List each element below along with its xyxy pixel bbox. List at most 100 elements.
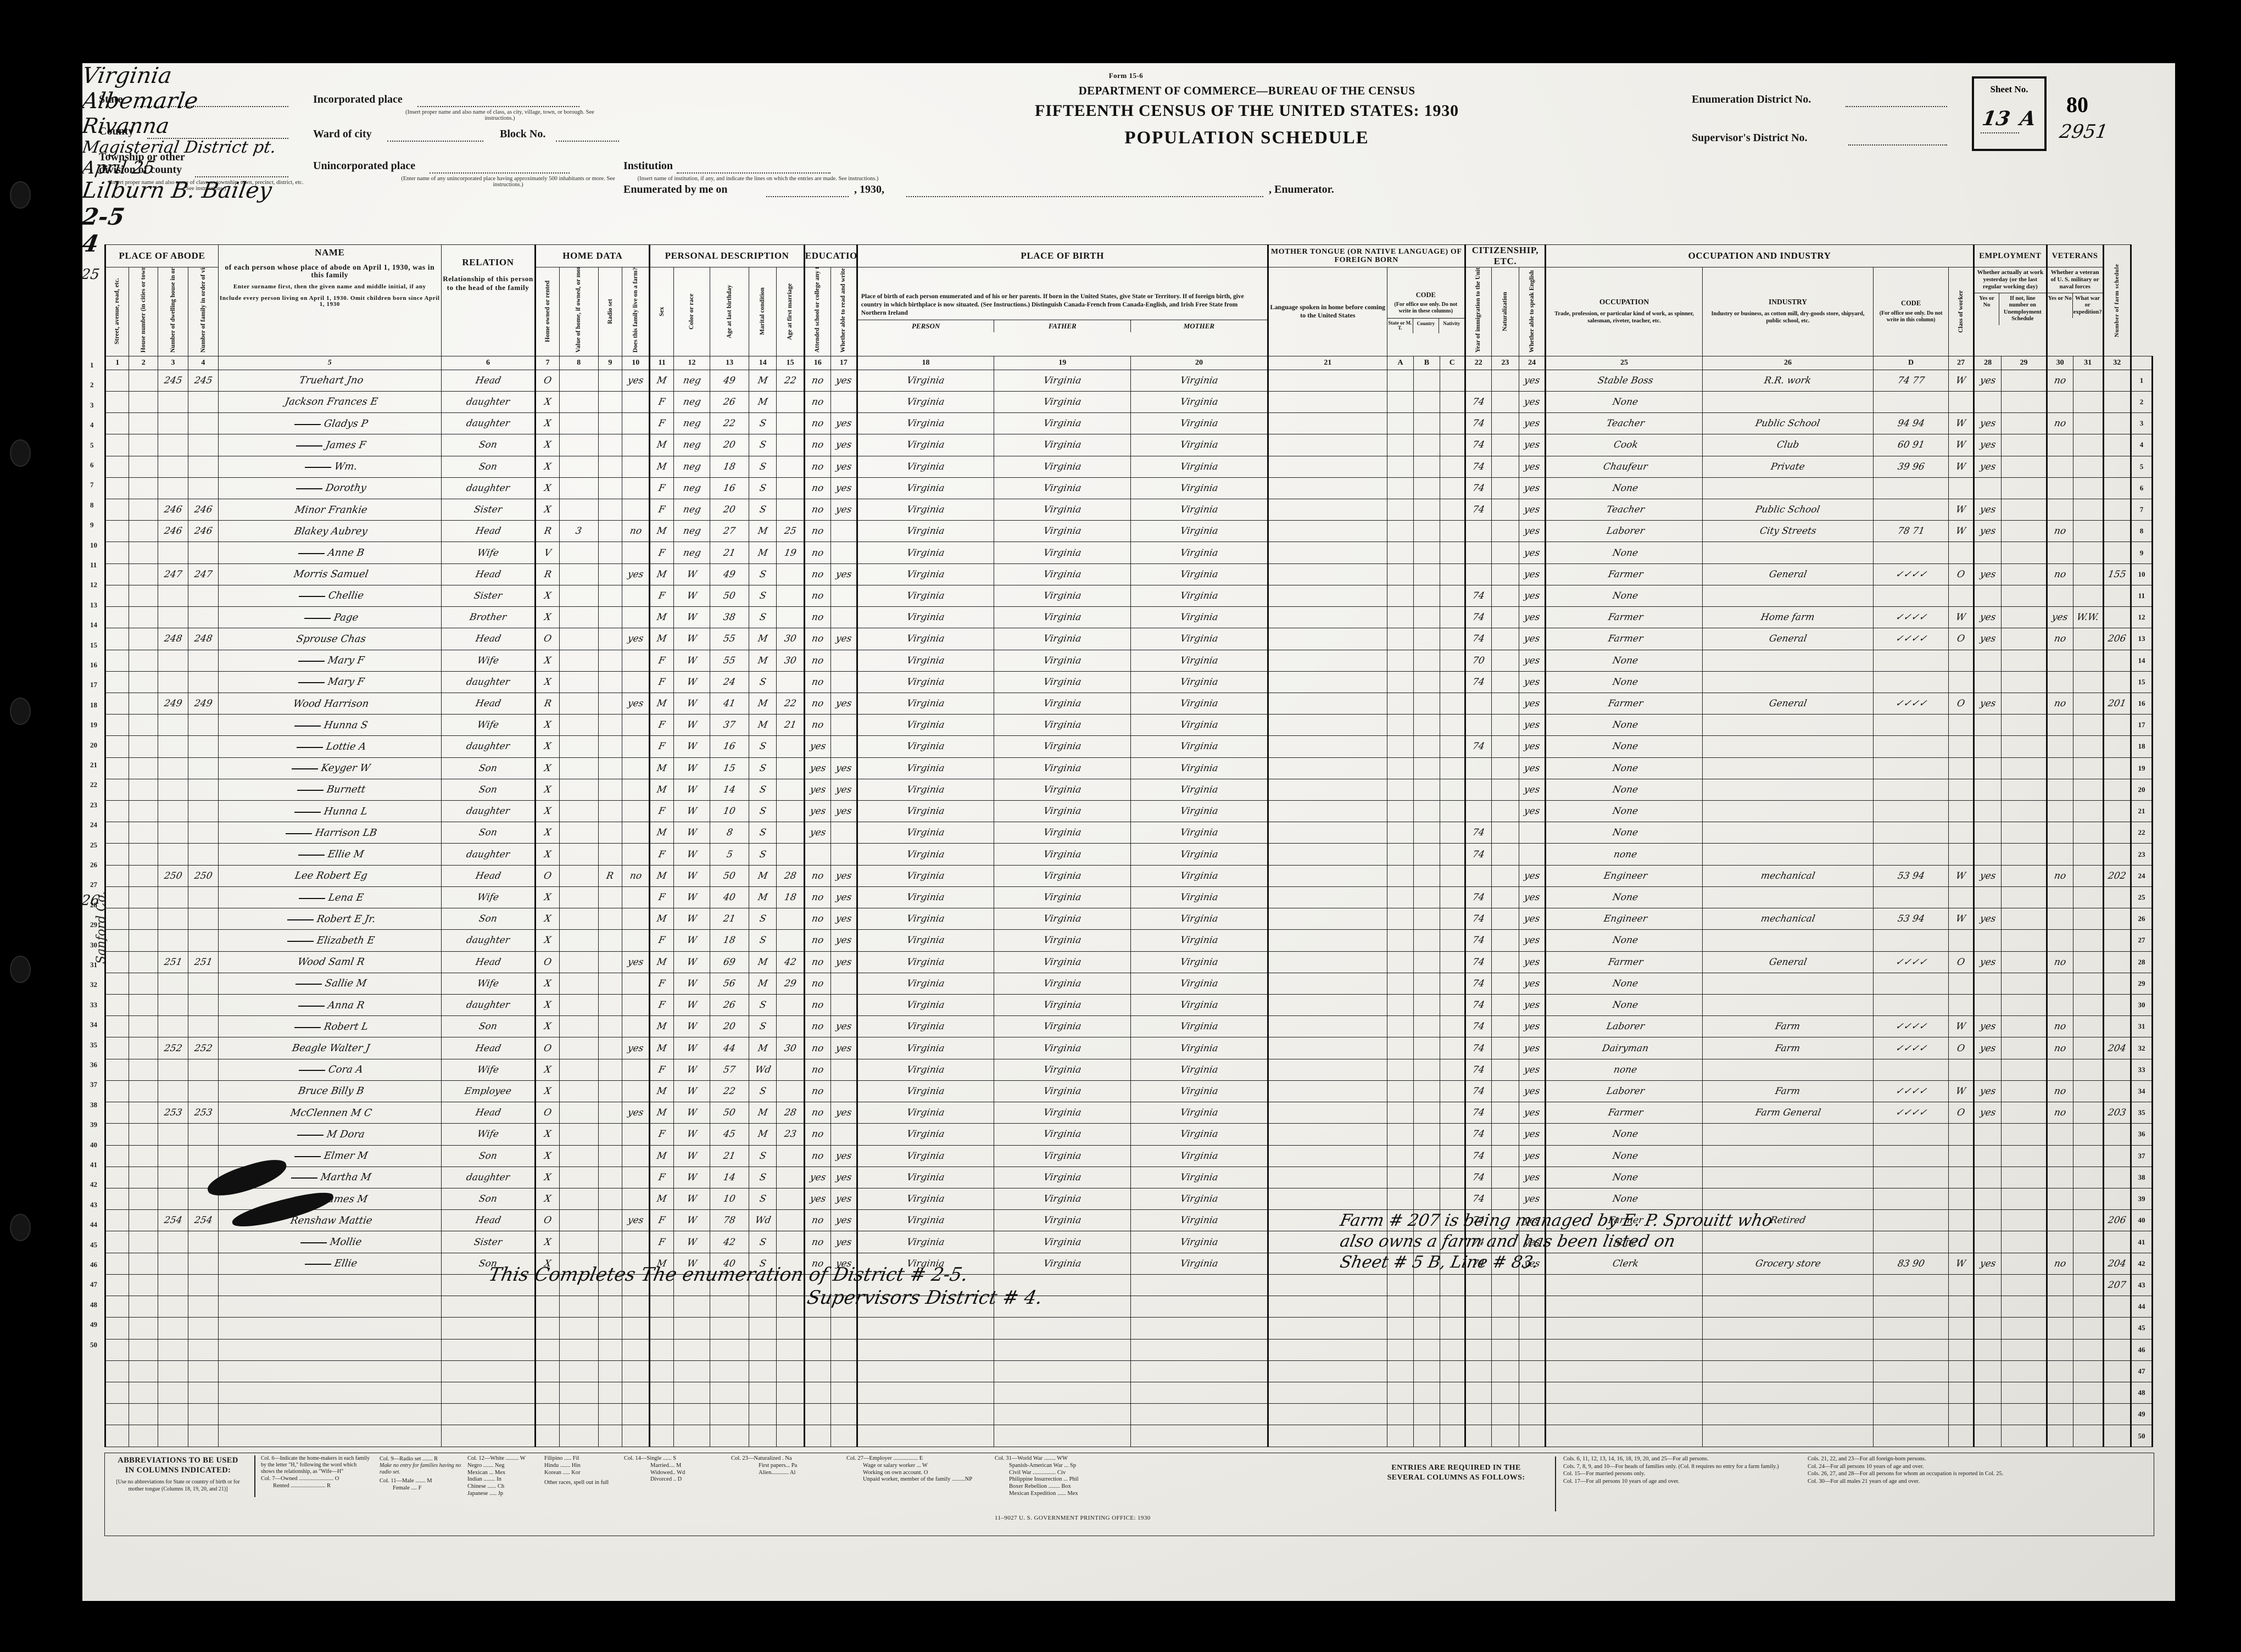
cell-mother-tongue <box>1267 369 1387 392</box>
left-line-number: 3 <box>90 400 94 409</box>
table-row[interactable]: Mary F Wife X F W 55 M 30 no Virginia Virginia Virg… <box>104 649 2154 672</box>
cell-unemployment-line <box>2001 778 2047 801</box>
cell-age: 21 <box>710 1145 750 1167</box>
cell-industry <box>1702 714 1874 736</box>
cell-street <box>104 628 130 650</box>
sheet-rule <box>1981 132 2019 133</box>
cell-farm-schedule <box>2102 1080 2131 1103</box>
cell-employed: yes <box>1972 864 2002 887</box>
cell-mother-tongue <box>1267 1080 1387 1103</box>
cell-age: 16 <box>710 477 750 499</box>
cell-code-country <box>1413 584 1440 607</box>
cell-lives-on-farm <box>622 1403 650 1426</box>
table-row[interactable]: M Dora Wife X F W 45 M 23 no Virginia Virginia Virg… <box>104 1123 2154 1146</box>
cell-marital: M <box>749 628 777 650</box>
enumerated-date-rule <box>766 196 849 197</box>
cell-house-number <box>129 929 159 952</box>
cell-sex: F <box>649 843 674 866</box>
table-row[interactable]: 50 <box>104 1425 2154 1447</box>
cell-name: Cora A <box>218 1058 442 1081</box>
table-row[interactable]: Lena E Wife X F W 40 M 18 no yes Virginia Virginia V… <box>104 886 2154 909</box>
table-row[interactable]: 47 <box>104 1360 2154 1382</box>
table-row[interactable]: 48 <box>104 1381 2154 1404</box>
cell-speaks-english: yes <box>1519 1145 1546 1167</box>
table-row[interactable]: 45 <box>104 1317 2154 1340</box>
cell-family-number <box>187 434 219 456</box>
cell-lives-on-farm <box>622 1231 650 1253</box>
cell-war <box>2072 498 2104 521</box>
cell-naturalization <box>1491 1187 1520 1210</box>
cell-occupation: None <box>1545 649 1703 672</box>
table-row[interactable]: Cora A Wife X F W 57 Wd no Virginia Virginia Virgi… <box>104 1058 2154 1081</box>
cell-code-state <box>1386 692 1414 715</box>
col11-female: Female .... F <box>393 1485 422 1492</box>
cell-age: 42 <box>710 1231 750 1253</box>
table-row[interactable]: 46 <box>104 1338 2154 1361</box>
cell-speaks-english: yes <box>1519 972 1546 995</box>
cell-birthplace-father: Virginia <box>994 412 1131 435</box>
cell-sex: F <box>649 498 674 521</box>
cell-class-of-worker: W <box>1948 412 1974 435</box>
cell-code-country <box>1413 735 1440 758</box>
table-row[interactable]: 49 <box>104 1403 2154 1426</box>
table-row[interactable]: Hunna S Wife X F W 37 M 21 no Virginia Virginia Vir… <box>104 714 2154 736</box>
cell-relation: daughter <box>441 994 536 1017</box>
left-line-number: 31 <box>90 961 97 969</box>
table-row[interactable]: 44 <box>104 1296 2154 1318</box>
cell-naturalization <box>1491 1317 1520 1340</box>
group-veterans: VETERANS <box>2045 244 2104 267</box>
code2-note: (For office use only. Do not write in th… <box>1879 310 1943 323</box>
cell-occupation: Laborer <box>1545 1015 1703 1038</box>
table-row[interactable]: Sallie M Wife X F W 56 M 29 no Virginia Virginia Vi… <box>104 972 2154 995</box>
col-age-marriage-header: Age at first marriage <box>776 267 805 356</box>
cell-race: W <box>673 886 711 909</box>
cell-sex: M <box>649 1252 674 1275</box>
cell-birthplace-person: Virginia <box>856 1187 995 1210</box>
unincorporated-label: Unincorporated place <box>313 160 416 172</box>
cell-race: W <box>673 908 711 930</box>
cell-home-value <box>559 369 599 392</box>
cell-mother-tongue <box>1267 994 1387 1017</box>
cell-home-value <box>559 778 599 801</box>
cell-birthplace-father: Virginia <box>994 994 1131 1017</box>
cell-read-write <box>830 606 857 629</box>
cell-veteran: no <box>2045 563 2073 585</box>
table-row[interactable]: 207 43 <box>104 1274 2154 1297</box>
